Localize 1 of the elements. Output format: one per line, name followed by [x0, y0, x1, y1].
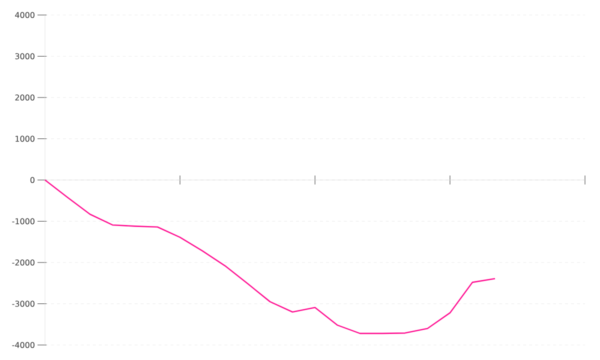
- line-series: [44, 179, 496, 334]
